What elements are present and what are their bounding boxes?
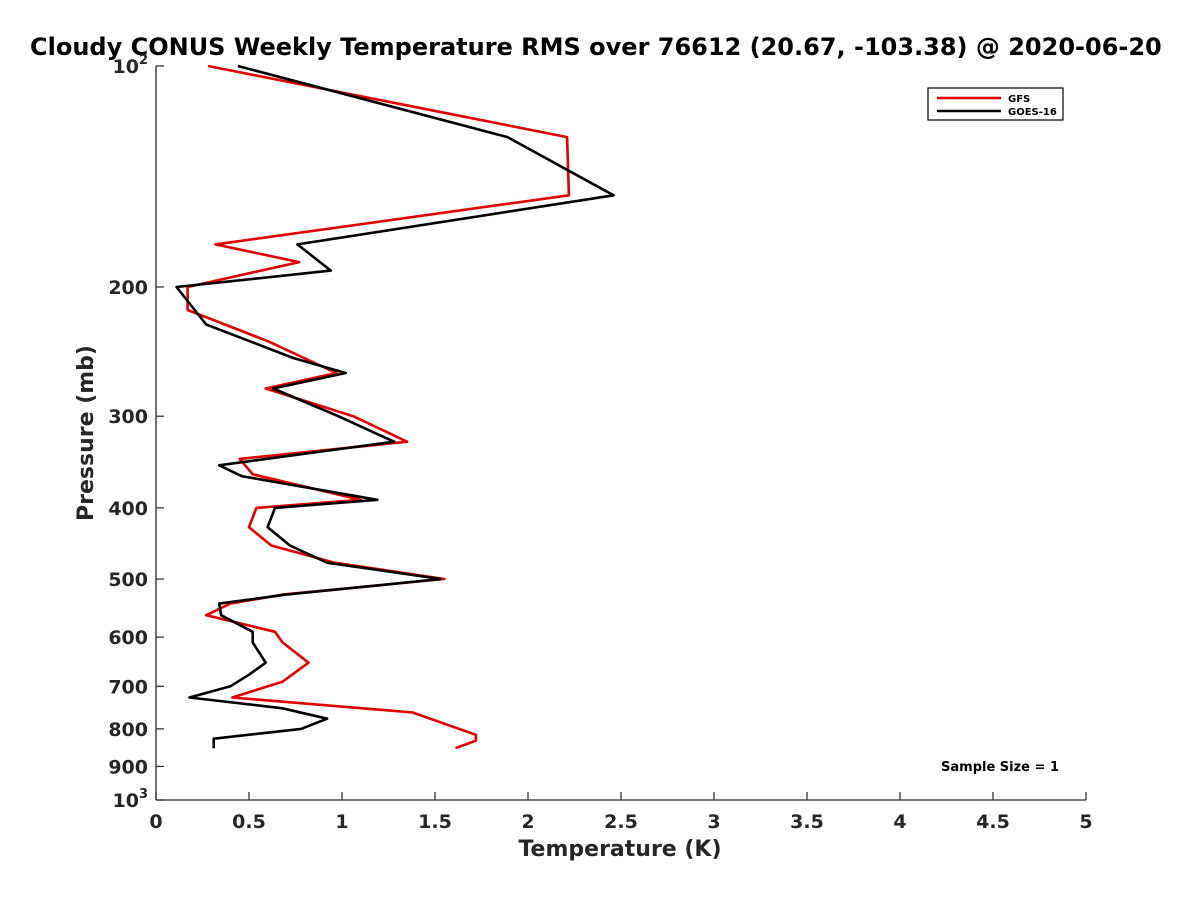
x-tick-label: 0 [149,811,162,833]
x-axis-ticks: 0 0.5 1 1.5 2 2.5 3 3.5 4 4.5 5 [149,792,1093,833]
y-tick-label: 700 [108,676,148,698]
x-axis-label: Temperature (K) [518,837,721,862]
x-tick-label: 1 [335,811,348,833]
y-tick-label: 300 [108,406,148,428]
x-tick-label: 1.5 [418,811,452,833]
legend-label: GOES-16 [1008,107,1057,118]
x-tick-label: 5 [1079,811,1092,833]
x-tick-label: 4.5 [976,811,1010,833]
x-tick-label: 0.5 [232,811,266,833]
x-tick-label: 4 [893,811,906,833]
y-tick-label: 103 [113,787,149,812]
y-axis-ticks: 102 200 300 400 500 600 700 800 900 103 [108,53,164,812]
y-tick-label: 400 [108,498,148,520]
chart-title: Cloudy CONUS Weekly Temperature RMS over… [30,33,1162,61]
y-tick-label: 500 [108,569,148,591]
y-tick-label: 800 [108,719,148,741]
legend-label: GFS [1008,94,1030,105]
series-line-goes-16 [175,64,615,749]
y-tick-label: 200 [108,277,148,299]
x-tick-label: 2 [521,811,534,833]
sample-size-annotation: Sample Size = 1 [941,760,1059,775]
legend-box [927,87,1064,121]
legend: GFS GOES-16 [927,87,1064,121]
x-tick-label: 3.5 [790,811,824,833]
y-tick-label: 900 [108,756,148,778]
y-axis-label: Pressure (mb) [74,345,99,521]
y-tick-label: 102 [113,53,149,78]
series-line-gfs [186,64,571,750]
y-tick-label: 600 [108,627,148,649]
x-tick-label: 2.5 [604,811,638,833]
series-layer [175,64,615,750]
x-tick-label: 3 [707,811,720,833]
